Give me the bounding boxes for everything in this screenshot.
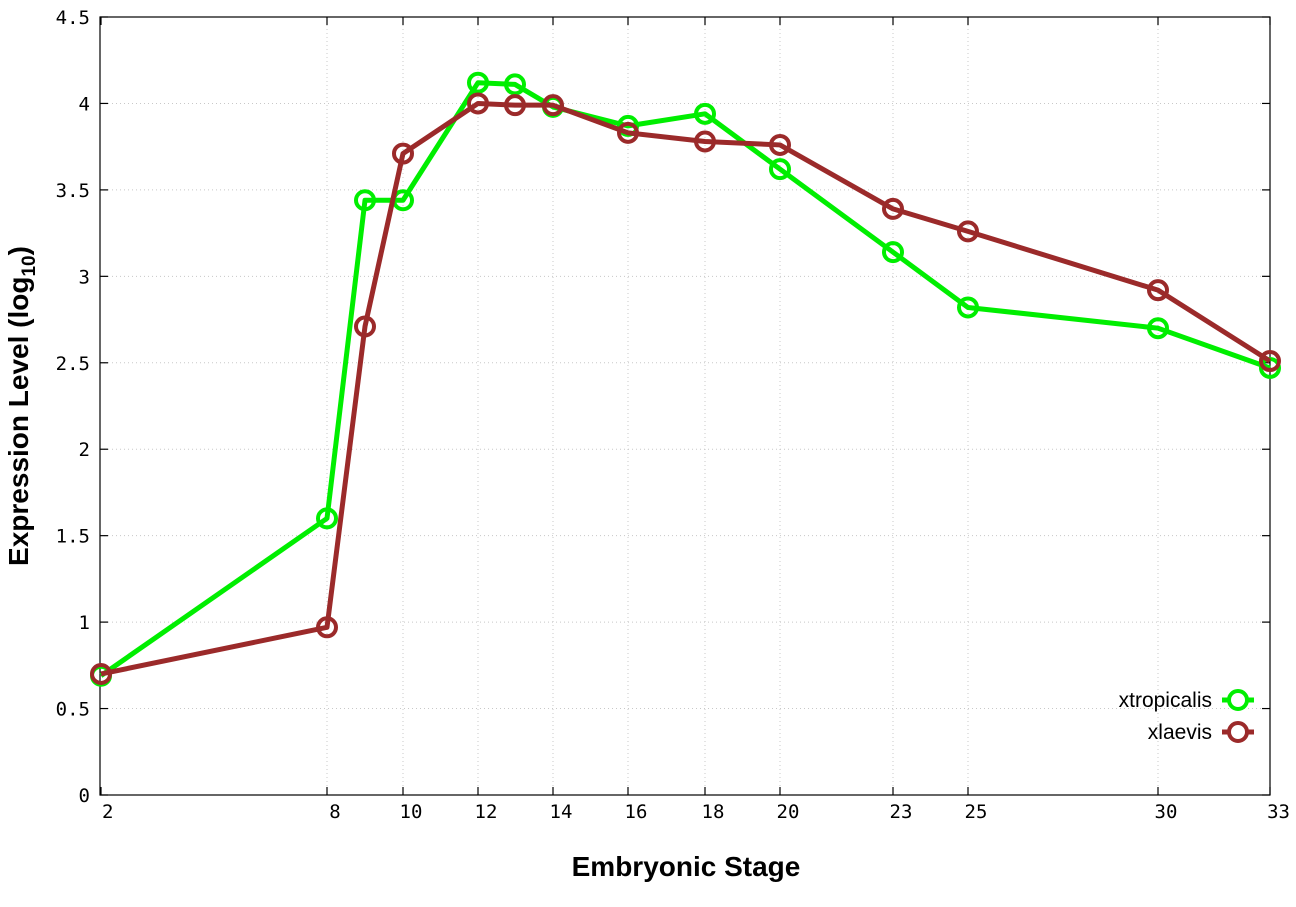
x-tick-label: 2 — [102, 801, 113, 823]
series — [90, 71, 1281, 687]
y-tick-label: 3.5 — [56, 180, 90, 202]
y-tick-label: 0.5 — [56, 699, 90, 721]
y-tick-label: 2.5 — [56, 353, 90, 375]
series-line — [99, 80, 1271, 678]
x-tick-label: 23 — [890, 801, 913, 823]
grid — [100, 17, 1270, 795]
data-point — [467, 71, 489, 94]
y-tick-labels: 0 0.5 1 1.5 2 2.5 3 3.5 4 4.5 — [56, 7, 90, 807]
x-tick-label: 14 — [550, 801, 573, 823]
x-tick-label: 8 — [329, 801, 340, 823]
x-tick-label: 18 — [702, 801, 725, 823]
x-tick-labels: 2 8 10 12 14 16 18 20 23 25 30 33 — [102, 801, 1290, 823]
data-point — [542, 94, 564, 117]
data-point — [957, 296, 979, 319]
axis-ticks — [100, 16, 1271, 796]
data-point — [957, 220, 979, 243]
y-tick-label: 2 — [79, 439, 90, 461]
data-point — [392, 142, 414, 165]
series-xlaevis — [90, 92, 1281, 685]
data-point — [769, 133, 791, 156]
x-tick-label: 30 — [1155, 801, 1178, 823]
series-xtropicalis — [90, 71, 1281, 687]
data-point — [354, 315, 376, 338]
data-point — [1147, 279, 1169, 302]
data-point — [1259, 350, 1281, 373]
data-point — [882, 197, 904, 220]
y-axis-title: Expression Level (log10) — [3, 246, 40, 566]
data-point — [504, 94, 526, 117]
legend-swatch-marker — [1227, 721, 1249, 743]
y-tick-label: 3 — [79, 266, 90, 288]
x-tick-label: 20 — [777, 801, 800, 823]
data-point — [694, 130, 716, 153]
x-tick-label: 12 — [475, 801, 498, 823]
x-tick-label: 33 — [1267, 801, 1290, 823]
legend: xtropicalis xlaevis — [1119, 689, 1254, 744]
data-point — [467, 92, 489, 115]
data-point — [1147, 317, 1169, 340]
legend-item: xtropicalis — [1119, 689, 1254, 712]
data-point — [769, 158, 791, 181]
data-point — [617, 121, 639, 144]
data-point — [504, 73, 526, 96]
series-line — [100, 100, 1272, 677]
data-point — [316, 507, 338, 530]
data-point — [316, 616, 338, 639]
y-axis-title-subscript: 10 — [19, 255, 40, 276]
legend-item: xlaevis — [1148, 721, 1254, 744]
data-point — [882, 241, 904, 264]
x-axis-title: Embryonic Stage — [572, 851, 801, 882]
y-tick-label: 0 — [79, 785, 90, 807]
data-point — [694, 102, 716, 125]
y-axis-title-close: ) — [3, 246, 34, 255]
x-tick-label: 16 — [625, 801, 648, 823]
legend-label: xlaevis — [1148, 721, 1212, 744]
y-axis-title-main: Expression Level (log — [3, 277, 34, 566]
y-tick-label: 4.5 — [56, 7, 90, 29]
legend-label: xtropicalis — [1119, 689, 1212, 712]
data-point — [354, 189, 376, 212]
y-tick-label: 1 — [79, 612, 90, 634]
y-tick-label: 1.5 — [56, 526, 90, 548]
plot-frame — [99, 16, 1271, 796]
x-tick-label: 10 — [400, 801, 423, 823]
y-tick-label: 4 — [79, 93, 90, 115]
data-point — [90, 662, 112, 685]
legend-swatch-marker — [1227, 689, 1249, 711]
x-tick-label: 25 — [965, 801, 988, 823]
